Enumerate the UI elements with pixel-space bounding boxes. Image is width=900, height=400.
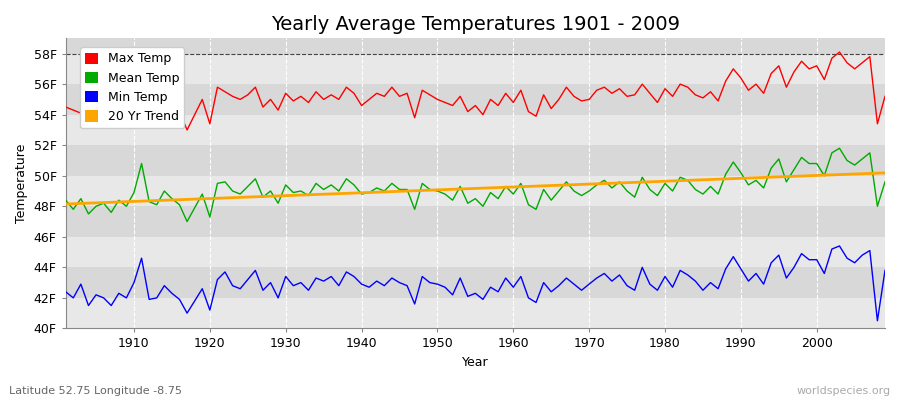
Bar: [66, 38, 885, 54]
Text: worldspecies.org: worldspecies.org: [796, 386, 891, 396]
Title: Yearly Average Temperatures 1901 - 2009: Yearly Average Temperatures 1901 - 2009: [271, 15, 680, 34]
Bar: [66, 298, 885, 328]
Bar: [66, 115, 885, 145]
Bar: [66, 176, 885, 206]
X-axis label: Year: Year: [462, 356, 489, 369]
Bar: [66, 237, 885, 267]
Bar: [66, 54, 885, 84]
Legend: Max Temp, Mean Temp, Min Temp, 20 Yr Trend: Max Temp, Mean Temp, Min Temp, 20 Yr Tre…: [80, 48, 184, 128]
Bar: [66, 84, 885, 115]
Text: Latitude 52.75 Longitude -8.75: Latitude 52.75 Longitude -8.75: [9, 386, 182, 396]
Bar: [66, 145, 885, 176]
Bar: [66, 267, 885, 298]
Y-axis label: Temperature: Temperature: [15, 144, 28, 223]
Bar: [66, 206, 885, 237]
